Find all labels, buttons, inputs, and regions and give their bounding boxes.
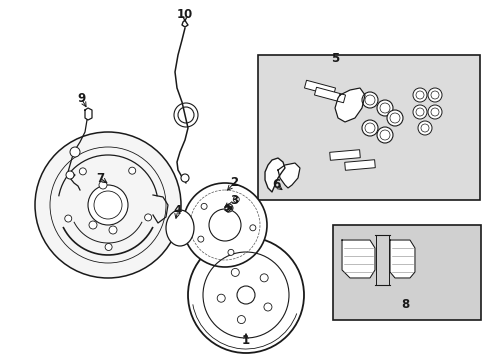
Circle shape — [64, 215, 72, 222]
Circle shape — [217, 294, 225, 302]
Text: 6: 6 — [271, 179, 280, 192]
Polygon shape — [329, 150, 360, 160]
Bar — [332, 225, 480, 320]
Text: 3: 3 — [229, 194, 238, 207]
Circle shape — [231, 269, 239, 276]
Circle shape — [379, 103, 389, 113]
Polygon shape — [389, 240, 414, 278]
Circle shape — [427, 88, 441, 102]
Circle shape — [415, 108, 423, 116]
Circle shape — [237, 316, 245, 324]
Polygon shape — [264, 158, 285, 192]
Circle shape — [181, 174, 189, 182]
Polygon shape — [278, 163, 299, 188]
Polygon shape — [344, 160, 374, 170]
Polygon shape — [341, 240, 374, 278]
Circle shape — [105, 243, 112, 251]
Circle shape — [417, 121, 431, 135]
Circle shape — [128, 167, 136, 174]
Circle shape — [364, 95, 374, 105]
Circle shape — [237, 286, 254, 304]
Circle shape — [379, 130, 389, 140]
Text: 4: 4 — [174, 203, 182, 216]
Circle shape — [198, 236, 203, 242]
Circle shape — [249, 225, 255, 231]
Circle shape — [427, 105, 441, 119]
Circle shape — [66, 171, 74, 179]
Text: 8: 8 — [400, 298, 408, 311]
Circle shape — [144, 214, 151, 221]
Polygon shape — [334, 88, 364, 122]
Text: 7: 7 — [96, 171, 104, 184]
Text: 2: 2 — [229, 176, 238, 189]
Circle shape — [183, 183, 266, 267]
Circle shape — [361, 92, 377, 108]
Circle shape — [224, 204, 232, 212]
Circle shape — [109, 226, 117, 234]
Circle shape — [389, 113, 399, 123]
Circle shape — [260, 274, 267, 282]
Circle shape — [430, 91, 438, 99]
Ellipse shape — [165, 210, 194, 246]
Circle shape — [187, 237, 304, 353]
Circle shape — [361, 120, 377, 136]
Bar — [258, 55, 479, 200]
Circle shape — [201, 203, 207, 210]
Text: 10: 10 — [177, 9, 193, 22]
Circle shape — [376, 100, 392, 116]
Circle shape — [208, 209, 241, 241]
Text: 9: 9 — [77, 91, 85, 104]
Circle shape — [99, 181, 107, 189]
Circle shape — [364, 123, 374, 133]
Circle shape — [376, 127, 392, 143]
Circle shape — [412, 105, 426, 119]
Polygon shape — [314, 87, 345, 103]
Circle shape — [412, 88, 426, 102]
Text: 1: 1 — [242, 334, 249, 347]
Text: 5: 5 — [330, 51, 339, 64]
Circle shape — [386, 110, 402, 126]
Polygon shape — [304, 80, 335, 96]
Circle shape — [227, 249, 233, 255]
Circle shape — [88, 185, 128, 225]
Circle shape — [94, 191, 122, 219]
Circle shape — [415, 91, 423, 99]
Circle shape — [79, 168, 86, 175]
Circle shape — [264, 303, 271, 311]
Circle shape — [420, 124, 428, 132]
Circle shape — [233, 196, 239, 202]
Circle shape — [70, 147, 80, 157]
Circle shape — [430, 108, 438, 116]
Circle shape — [35, 132, 181, 278]
Circle shape — [89, 221, 97, 229]
